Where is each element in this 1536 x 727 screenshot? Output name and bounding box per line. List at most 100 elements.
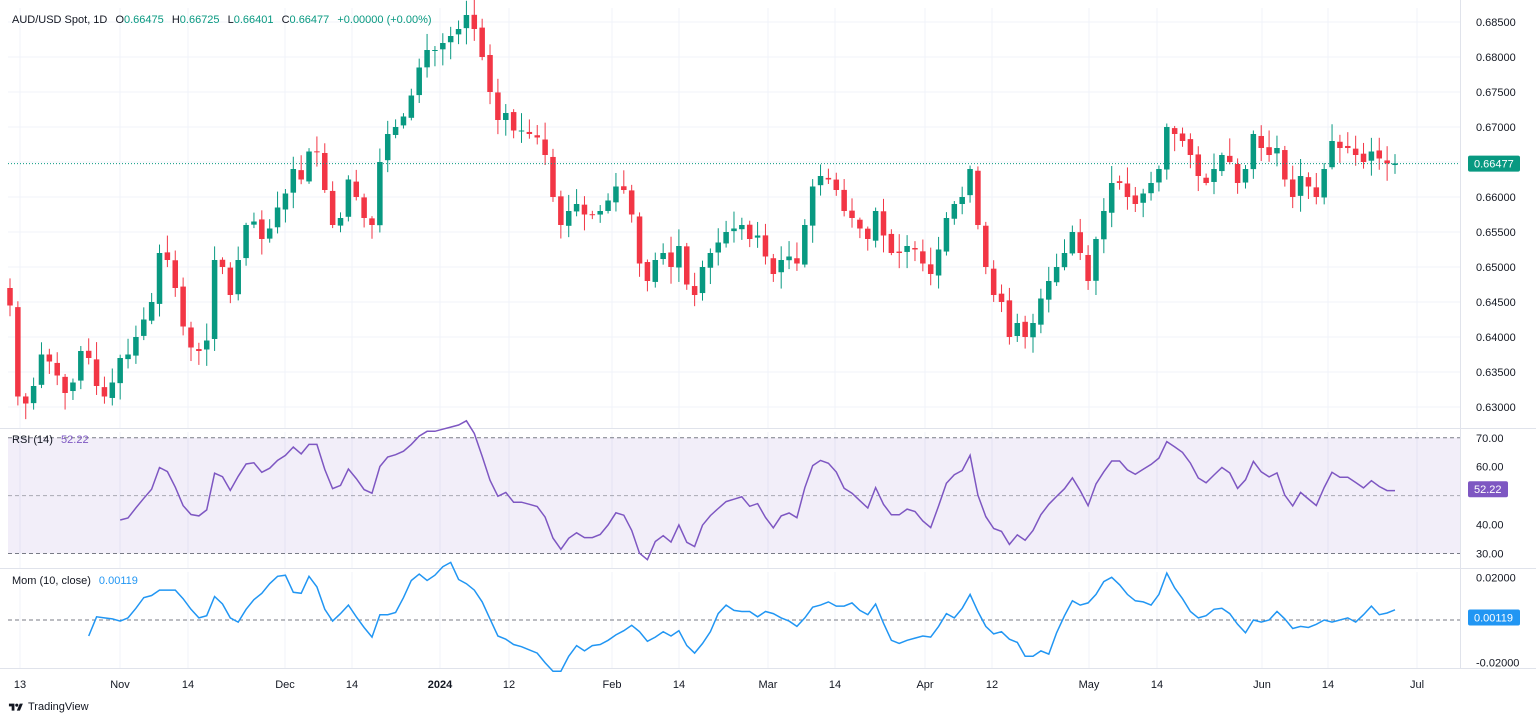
candle [558,190,564,239]
candle-body [203,340,210,350]
candle [1195,146,1202,192]
candle [794,242,800,271]
candle [329,181,336,229]
candle-body [786,256,792,261]
candle [636,212,643,277]
low-label: L [227,14,234,26]
rsi-value-tag [1468,481,1508,498]
footer-brand[interactable]: TradingView [8,701,89,713]
candle [1226,138,1233,165]
candle [1305,172,1312,199]
candle [1321,163,1327,205]
candle [306,148,312,184]
candle [888,229,895,256]
candle-body [432,50,438,51]
momentum-label[interactable]: Mom (10, close) [12,575,91,587]
candle [1313,172,1320,205]
candle [93,342,100,395]
candle-body [739,225,745,230]
candle [605,193,611,214]
candle [1337,134,1343,163]
candle-body [715,242,721,253]
candle-body [872,211,879,241]
candle-body [754,235,761,238]
price-tick-label: 0.64500 [1476,297,1516,309]
candle-body [148,302,155,321]
candle-body [38,354,45,385]
candle [723,220,729,248]
candle [1368,137,1375,176]
candle [471,0,478,41]
candle [70,378,76,400]
candle-body [1006,300,1013,337]
candle-body [392,127,399,135]
candle [833,172,840,196]
candle-body [1313,187,1320,197]
symbol-title[interactable]: AUD/USD Spot, 1D [12,14,108,26]
candle [990,260,997,302]
price-legend: AUD/USD Spot, 1D O0.66475 H0.66725 L0.66… [12,14,432,26]
candle-body [471,14,478,29]
candle [22,393,29,420]
candle-body [337,218,344,226]
candle [1282,145,1288,187]
candle-body [1297,176,1304,196]
candle-body [1384,160,1390,164]
candle [345,175,352,222]
candle-body [1116,181,1123,183]
low-value: 0.66401 [233,14,274,26]
momentum-tick-label: 0.02000 [1476,572,1516,584]
change-value: +0.00000 (+0.00%) [337,14,432,26]
candle [1038,288,1044,334]
candle [148,292,155,325]
candle [1030,313,1036,353]
candle-body [46,354,53,362]
close-label: C [281,14,290,26]
candle-body [15,307,21,397]
candle-body [967,169,973,196]
candle [731,211,737,243]
candle [1352,135,1359,166]
candle-body [1101,211,1107,240]
candle [54,352,60,386]
candle-body [290,169,297,193]
candle-body [518,130,525,132]
candle-body [408,95,415,118]
candle-body [746,224,753,239]
candle [715,228,721,266]
candle [518,113,525,143]
candle-body [455,29,462,35]
candle [495,78,501,135]
tradingview-logo-icon [8,703,23,711]
candle [1211,153,1217,195]
time-tick-label: Apr [916,679,933,691]
time-tick-label: 12 [986,679,998,691]
candle-body [1171,128,1178,134]
candle [865,226,871,251]
time-tick-label: May [1079,679,1100,691]
momentum-line [88,561,1396,672]
candle-body [1211,169,1217,182]
price-tick-label: 0.68500 [1476,17,1516,29]
candle [251,212,257,229]
candle-body [943,218,950,252]
candle-body [644,262,651,281]
candle-body [1108,183,1115,213]
candle-body [1061,253,1068,268]
candle [180,277,186,336]
candle [1376,137,1383,170]
candle-body [558,196,564,225]
price-tick-label: 0.63000 [1476,402,1516,414]
rsi-label[interactable]: RSI (14) [12,434,53,446]
candle [896,234,902,269]
time-tick-label: Feb [603,679,622,691]
candle [408,88,415,121]
candle [1242,165,1249,189]
candle [849,198,855,228]
candle-body [1045,281,1052,300]
brand-name: TradingView [28,701,89,713]
candle-body [1053,267,1060,283]
candle [1289,165,1296,209]
